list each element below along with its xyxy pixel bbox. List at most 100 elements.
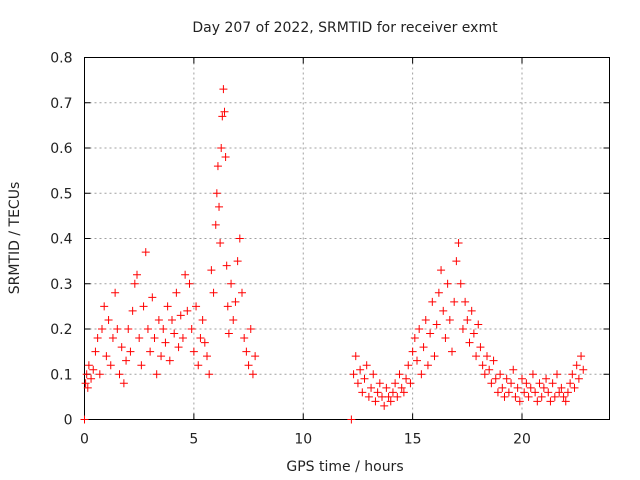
- data-point: [141, 248, 150, 257]
- data-point: [504, 388, 513, 397]
- data-point: [211, 220, 220, 229]
- data-point: [426, 329, 435, 338]
- data-point: [102, 352, 111, 361]
- data-point: [445, 315, 454, 324]
- data-point: [362, 361, 371, 370]
- data-point: [439, 306, 448, 315]
- data-point: [148, 293, 157, 302]
- data-point: [154, 315, 163, 324]
- data-point: [89, 365, 98, 374]
- data-point: [203, 352, 211, 361]
- data-point: [369, 370, 378, 379]
- data-point: [244, 361, 253, 370]
- data-point: [218, 112, 227, 121]
- data-point: [360, 374, 369, 383]
- data-point: [100, 302, 109, 311]
- data-point: [200, 338, 209, 347]
- data-point: [139, 302, 148, 311]
- data-point: [577, 352, 586, 361]
- chart-title: Day 207 of 2022, SRMTID for receiver exm…: [192, 20, 498, 36]
- data-point: [222, 261, 231, 270]
- data-point: [572, 361, 581, 370]
- data-point: [240, 334, 249, 343]
- data-point: [251, 352, 260, 361]
- data-point: [353, 379, 362, 388]
- data-point: [221, 153, 230, 162]
- data-point: [428, 297, 437, 306]
- data-point: [223, 302, 232, 311]
- data-point: [242, 347, 251, 356]
- data-point: [124, 325, 133, 333]
- data-point: [450, 297, 459, 306]
- y-tick-label: 0.2: [50, 322, 72, 338]
- data-point: [213, 162, 222, 171]
- data-point: [474, 320, 483, 329]
- y-tick-label: 0.1: [50, 367, 72, 383]
- data-point: [574, 374, 583, 383]
- data-point: [408, 347, 417, 356]
- data-point: [397, 383, 406, 392]
- data-point: [563, 388, 572, 397]
- data-point: [443, 279, 452, 288]
- data-point: [432, 320, 441, 329]
- data-point: [217, 144, 226, 152]
- data-point: [194, 361, 203, 370]
- data-point: [539, 383, 548, 392]
- data-point: [566, 379, 575, 388]
- data-point: [544, 388, 553, 397]
- y-tick-label: 0.6: [50, 141, 72, 157]
- data-point: [95, 370, 104, 379]
- data-point: [176, 311, 185, 320]
- data-point: [430, 352, 439, 361]
- data-point: [522, 379, 531, 388]
- data-point: [198, 315, 207, 324]
- data-point: [367, 383, 376, 392]
- data-point: [561, 397, 570, 406]
- data-point: [98, 325, 106, 333]
- data-point: [524, 392, 533, 401]
- data-point: [417, 370, 426, 379]
- data-point: [185, 279, 194, 288]
- data-point: [518, 374, 526, 383]
- data-point: [441, 334, 450, 343]
- data-point: [371, 397, 380, 406]
- data-point: [146, 347, 155, 356]
- data-point: [423, 361, 432, 370]
- data-point: [174, 343, 183, 352]
- data-point: [395, 370, 404, 379]
- data-point: [93, 334, 102, 343]
- data-point: [207, 266, 216, 275]
- data-point: [402, 374, 411, 383]
- data-point: [467, 306, 476, 315]
- data-point: [178, 334, 187, 343]
- data-point: [465, 338, 474, 347]
- x-tick-label: 20: [513, 432, 531, 448]
- data-point: [113, 325, 122, 333]
- tick-layer: 0 0.1 0.2 0.3 0.4 0.5 0.6 0.7 0.8 0 5 10 15 20: [50, 51, 610, 448]
- y-tick-label: 0.3: [50, 277, 72, 293]
- data-point: [535, 379, 544, 388]
- data-point: [555, 388, 564, 397]
- data-point: [568, 370, 577, 379]
- data-point: [509, 365, 518, 374]
- data-point: [143, 325, 152, 333]
- data-point: [108, 334, 117, 343]
- data-point: [351, 352, 360, 361]
- data-point: [130, 279, 139, 288]
- data-point: [391, 379, 400, 388]
- data-point: [106, 361, 115, 370]
- data-point: [152, 370, 161, 379]
- data-point: [126, 347, 135, 356]
- data-point: [520, 388, 529, 397]
- data-point: [498, 383, 507, 392]
- data-point: [415, 325, 424, 333]
- data-point: [187, 325, 196, 333]
- data-point: [87, 374, 96, 383]
- data-point: [248, 370, 257, 379]
- data-point: [150, 334, 159, 343]
- data-point: [537, 392, 546, 401]
- data-point: [483, 352, 491, 361]
- data-point: [485, 365, 494, 374]
- x-tick-label: 0: [80, 432, 89, 448]
